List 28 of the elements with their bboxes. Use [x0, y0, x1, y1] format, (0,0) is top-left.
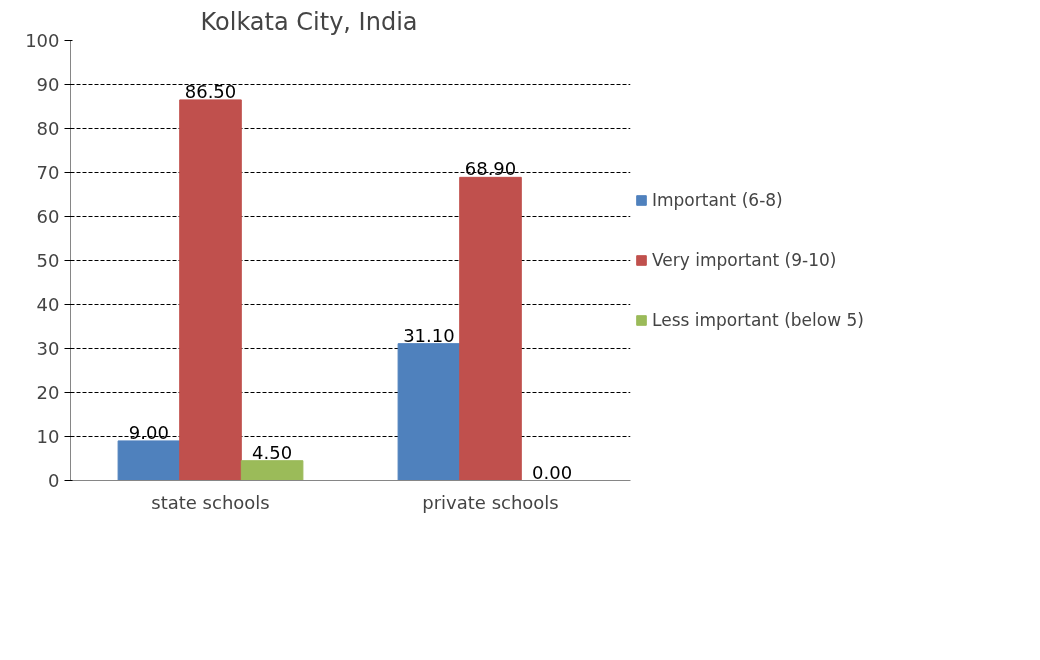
y-tick-label: 20	[36, 382, 60, 403]
legend-label: Less important (below 5)	[652, 310, 864, 330]
y-tick-label: 0	[48, 470, 60, 491]
y-tick-label: 70	[36, 162, 60, 183]
y-tick-label: 90	[36, 74, 60, 95]
x-tick-label: state schools	[151, 491, 270, 513]
y-tick-label: 30	[36, 338, 60, 359]
bar	[117, 440, 181, 481]
y-tick-label: 50	[36, 250, 60, 271]
y-tick-label: 60	[36, 206, 60, 227]
y-tick-label: 10	[36, 426, 60, 447]
data-label: 9.00	[128, 421, 169, 443]
data-label: 31.10	[403, 324, 455, 346]
data-label: 68.90	[464, 158, 517, 180]
bar	[397, 343, 461, 481]
bar	[179, 99, 242, 481]
x-tick-label: private schools	[422, 491, 559, 513]
bar	[459, 176, 522, 481]
bar	[240, 460, 304, 481]
data-label: 4.50	[252, 441, 293, 463]
legend-label: Very important (9-10)	[652, 250, 837, 270]
y-tick-label: 40	[36, 294, 60, 315]
y-tick-label: 80	[36, 118, 60, 139]
chart-title: Kolkata City, India	[200, 7, 418, 36]
data-label: 86.50	[184, 80, 237, 102]
data-label: 0.00	[532, 461, 573, 483]
y-tick-label: 100	[25, 30, 60, 51]
legend-label: Important (6-8)	[652, 190, 783, 210]
